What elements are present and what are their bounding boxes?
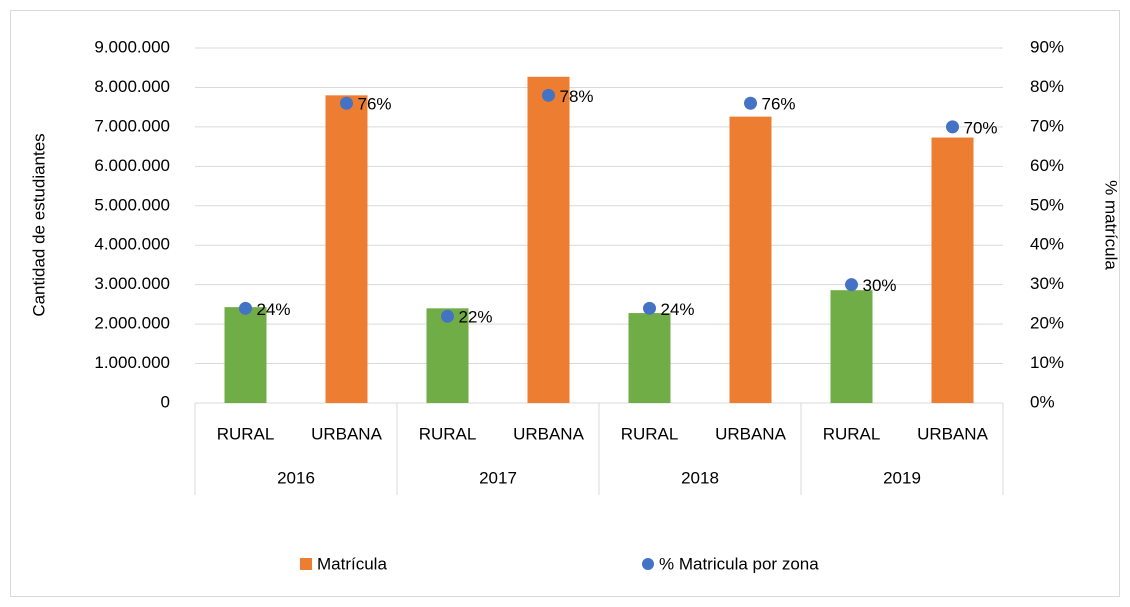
bar	[729, 116, 772, 403]
y-tick-label: 9.000.000	[94, 37, 170, 56]
y2-tick-label: 0%	[1030, 392, 1055, 411]
y-tick-label: 5.000.000	[94, 195, 170, 214]
point	[946, 120, 959, 134]
y2-tick-label: 70%	[1030, 116, 1064, 135]
data-label: 24%	[661, 300, 695, 319]
y-tick-label: 4.000.000	[94, 235, 170, 254]
point	[340, 96, 353, 110]
data-label: 76%	[358, 95, 392, 114]
x-tick-label: URBANA	[917, 424, 989, 443]
point	[744, 96, 757, 110]
x-tick-label: RURAL	[419, 424, 477, 443]
data-label: 70%	[964, 118, 998, 137]
data-label: 22%	[459, 308, 493, 327]
data-label: 78%	[560, 87, 594, 106]
x-tick-label: RURAL	[823, 424, 881, 443]
bar	[830, 290, 873, 403]
x-tick-label: URBANA	[311, 424, 383, 443]
y-axis-label: Cantidad de estudiantes	[29, 133, 48, 316]
data-label: 24%	[257, 300, 291, 319]
y2-tick-label: 20%	[1030, 314, 1064, 333]
point	[845, 278, 858, 292]
point	[542, 88, 555, 102]
x-tick-label: RURAL	[621, 424, 679, 443]
y2-tick-label: 60%	[1030, 156, 1064, 175]
y2-tick-label: 90%	[1030, 37, 1064, 56]
y2-tick-label: 10%	[1030, 353, 1064, 372]
y-tick-label: 1.000.000	[94, 353, 170, 372]
y2-tick-label: 40%	[1030, 235, 1064, 254]
y-tick-label: 8.000.000	[94, 77, 170, 96]
x-tick-label: URBANA	[513, 424, 585, 443]
legend-swatch	[642, 558, 654, 570]
legend-label: % Matricula por zona	[659, 554, 819, 573]
y-tick-label: 7.000.000	[94, 116, 170, 135]
y2-tick-label: 80%	[1030, 77, 1064, 96]
y-tick-label: 6.000.000	[94, 156, 170, 175]
legend-label: Matrícula	[317, 554, 387, 573]
y-tick-label: 0	[161, 392, 170, 411]
data-label: 30%	[863, 276, 897, 295]
y2-tick-label: 50%	[1030, 195, 1064, 214]
data-label: 76%	[762, 95, 796, 114]
point	[441, 309, 454, 323]
x-tick-label: URBANA	[715, 424, 787, 443]
group-label: 2019	[883, 468, 921, 487]
y2-axis-label: % matrícula	[1102, 180, 1121, 270]
point	[643, 301, 656, 315]
bar	[931, 137, 974, 404]
group-label: 2016	[277, 468, 315, 487]
bar	[527, 76, 570, 404]
group-label: 2018	[681, 468, 719, 487]
bar	[325, 95, 368, 403]
point	[239, 301, 252, 315]
group-label: 2017	[479, 468, 517, 487]
bar	[628, 313, 671, 403]
bar	[426, 308, 469, 403]
x-tick-label: RURAL	[217, 424, 275, 443]
y2-tick-label: 30%	[1030, 274, 1064, 293]
y-tick-label: 2.000.000	[94, 314, 170, 333]
y-tick-label: 3.000.000	[94, 274, 170, 293]
legend-swatch	[300, 558, 312, 570]
bar	[224, 307, 267, 403]
